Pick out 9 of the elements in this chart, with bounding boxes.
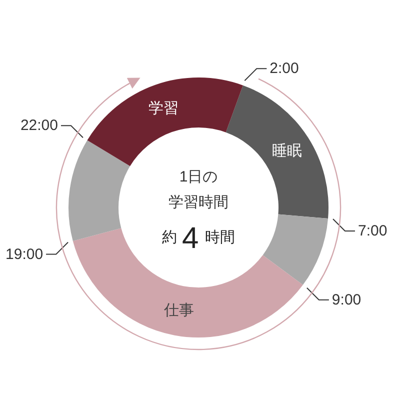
- slice-label: 睡眠: [272, 142, 302, 160]
- text: 22:00: [20, 117, 58, 134]
- text: 2:00: [270, 60, 299, 78]
- text: 7:00: [358, 222, 388, 240]
- slice-label: 学習: [148, 100, 179, 117]
- text: 1日の学習時間: [168, 168, 228, 211]
- slice-label: 仕事: [162, 302, 194, 320]
- text: 19:00: [6, 246, 44, 263]
- text: 9:00: [332, 291, 362, 308]
